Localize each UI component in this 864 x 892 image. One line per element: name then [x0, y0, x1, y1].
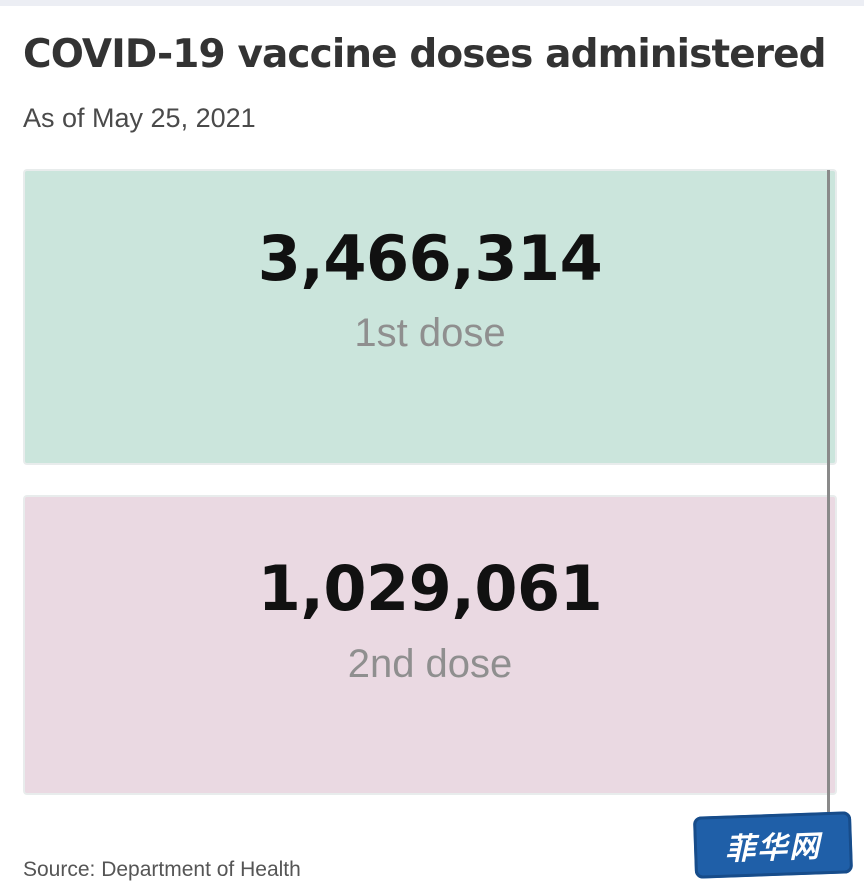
vertical-scroll-line [827, 170, 830, 818]
source-note: Source: Department of Health [23, 858, 301, 881]
first-dose-label: 1st dose [354, 311, 506, 355]
first-dose-count: 3,466,314 [257, 222, 603, 295]
first-dose-panel: 3,466,314 1st dose [23, 169, 837, 465]
top-strip [0, 0, 864, 6]
page-title: COVID-19 vaccine doses administered [23, 32, 827, 77]
second-dose-count: 1,029,061 [257, 552, 603, 625]
watermark-logo: 菲华网 [692, 811, 854, 879]
watermark-text: 菲华网 [724, 829, 822, 868]
second-dose-panel: 1,029,061 2nd dose [23, 495, 837, 795]
date-subtitle: As of May 25, 2021 [23, 103, 256, 133]
second-dose-label: 2nd dose [347, 642, 513, 686]
